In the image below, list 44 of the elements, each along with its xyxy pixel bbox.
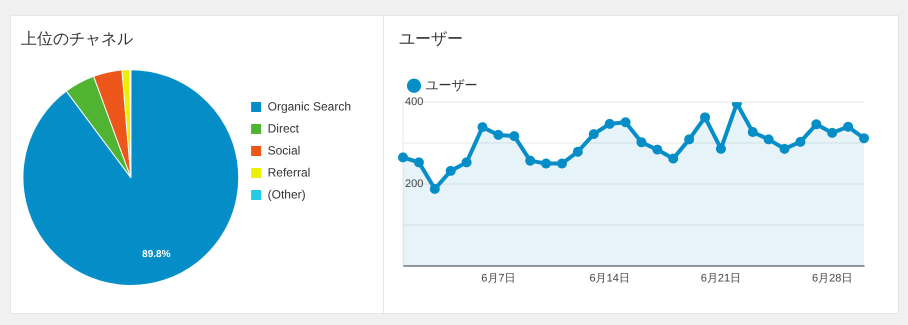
y-tick-label: 200	[405, 178, 424, 190]
data-label: 89.8%	[142, 249, 171, 260]
point	[716, 144, 726, 154]
legend-label: Referral	[268, 165, 310, 180]
point	[477, 122, 488, 132]
point	[509, 131, 520, 142]
legend-label: Social	[268, 143, 300, 158]
legend-label: Direct	[268, 121, 300, 136]
point	[572, 146, 583, 157]
point	[493, 130, 504, 140]
point	[541, 158, 552, 169]
point	[604, 118, 615, 129]
x-tick-label: 6月28日	[812, 272, 852, 284]
point	[668, 154, 678, 164]
point	[462, 157, 472, 168]
chart-title: ユーザー	[399, 31, 463, 48]
legend-label: ユーザー	[426, 77, 478, 92]
point	[684, 134, 694, 144]
point	[780, 144, 790, 154]
x-tick-label: 6月21日	[700, 272, 742, 284]
chart-title: 上位のチャネル	[21, 30, 133, 48]
point	[700, 112, 710, 122]
point	[398, 152, 408, 162]
point	[525, 156, 536, 166]
point	[636, 137, 646, 148]
legend-label: Organic Search	[268, 99, 351, 114]
point	[795, 136, 806, 147]
point	[620, 117, 631, 128]
point	[414, 157, 424, 168]
point	[446, 166, 456, 176]
point	[748, 127, 758, 138]
y-tick-label: 400	[405, 96, 424, 108]
x-tick-label: 6月7日	[481, 272, 516, 284]
legend-label: (Other)	[268, 187, 306, 202]
point	[588, 129, 599, 140]
point	[811, 119, 822, 130]
point	[430, 184, 440, 194]
point	[827, 128, 838, 138]
point	[764, 134, 774, 144]
point	[556, 158, 567, 169]
point	[652, 144, 662, 155]
x-tick-label: 6月14日	[589, 272, 630, 284]
point	[859, 133, 869, 144]
point	[843, 122, 854, 132]
